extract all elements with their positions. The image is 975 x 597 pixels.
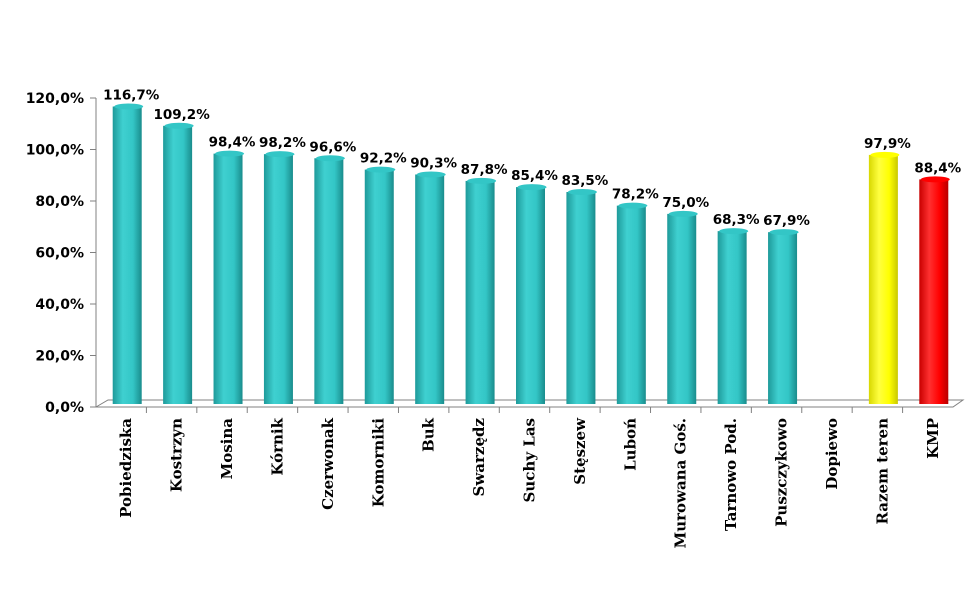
y-tick-label: 80,0% bbox=[35, 194, 84, 210]
x-tick-label: Tarnowo Pod. bbox=[722, 418, 740, 531]
x-tick-label: Swarzędz bbox=[470, 418, 488, 497]
bar-body bbox=[868, 154, 898, 404]
data-label: 98,4% bbox=[209, 135, 256, 151]
bar bbox=[415, 171, 446, 404]
data-label: 96,6% bbox=[309, 139, 356, 155]
bar-top bbox=[315, 155, 345, 162]
bar-top bbox=[567, 188, 597, 195]
bar bbox=[667, 210, 698, 404]
y-tick-label: 0,0% bbox=[45, 400, 84, 416]
x-tick-label: Stęszew bbox=[571, 417, 589, 485]
data-label: 83,5% bbox=[561, 173, 608, 189]
y-tick-label: 100,0% bbox=[26, 143, 84, 159]
x-tick-label: KMP bbox=[924, 418, 942, 459]
data-labels: 116,7% 109,2% 98,4% 98,2% 96,6%92,2% 90,3% 87,… bbox=[103, 87, 962, 229]
bar bbox=[566, 188, 597, 404]
x-tick-label: Mosina bbox=[218, 418, 236, 480]
bar-body bbox=[364, 169, 394, 404]
bar-body bbox=[667, 213, 697, 404]
bar-top bbox=[668, 210, 698, 217]
bar bbox=[213, 150, 245, 404]
bar-top bbox=[215, 150, 245, 157]
data-label: 116,7% bbox=[103, 87, 160, 103]
bar-body bbox=[516, 187, 545, 404]
data-label: 109,2% bbox=[154, 107, 211, 123]
x-tick-label: Suchy Las bbox=[521, 418, 539, 502]
x-tick-label: Luboń bbox=[621, 418, 639, 471]
bar bbox=[112, 103, 144, 404]
bar bbox=[717, 228, 749, 404]
y-tick-label: 120,0% bbox=[26, 91, 84, 107]
x-tick-label: Puszczykowo bbox=[773, 418, 791, 527]
bar bbox=[163, 122, 194, 404]
bar-body bbox=[314, 158, 344, 404]
bar-top bbox=[467, 177, 497, 184]
bar-top bbox=[164, 122, 194, 129]
bar-top bbox=[265, 151, 295, 158]
data-label: 75,0% bbox=[662, 195, 709, 211]
bar-top bbox=[517, 184, 547, 191]
x-axis-labels: Pobiedziska Kostrzyn Mosina Kórnik Czerwonak… bbox=[117, 407, 942, 548]
data-label: 97,9% bbox=[864, 136, 911, 152]
bar bbox=[314, 155, 345, 404]
y-tick-label: 60,0% bbox=[35, 246, 84, 262]
data-label: 78,2% bbox=[612, 187, 659, 203]
x-tick-label: Kórnik bbox=[268, 417, 286, 475]
data-label: 87,8% bbox=[461, 162, 508, 178]
bar bbox=[768, 229, 799, 404]
x-tick-label: Czerwonak bbox=[319, 417, 337, 509]
x-tick-label: Razem teren bbox=[873, 418, 891, 525]
bar-top bbox=[769, 229, 799, 236]
bar-body bbox=[717, 231, 747, 404]
bar-top bbox=[920, 176, 950, 183]
bar bbox=[465, 177, 497, 404]
bars bbox=[112, 103, 950, 404]
bar-body bbox=[919, 179, 949, 404]
bar-body bbox=[415, 174, 445, 404]
x-tick-label: Pobiedziska bbox=[117, 418, 135, 518]
bar-body bbox=[112, 106, 142, 404]
bar bbox=[263, 151, 295, 404]
bar-body bbox=[768, 232, 798, 404]
bar-top bbox=[618, 202, 648, 209]
bar-top bbox=[870, 151, 900, 158]
bar-top bbox=[416, 171, 446, 178]
data-label: 88,4% bbox=[914, 160, 961, 176]
bar bbox=[364, 166, 396, 404]
y-tick-label: 20,0% bbox=[35, 349, 84, 365]
bar bbox=[516, 184, 547, 404]
data-label: 92,2% bbox=[360, 151, 407, 167]
data-label: 68,3% bbox=[713, 212, 760, 228]
bar-body bbox=[163, 125, 193, 404]
x-tick-label: Murowana Goś. bbox=[672, 418, 690, 548]
x-tick-label: Kostrzyn bbox=[168, 418, 186, 492]
bar-top bbox=[114, 103, 144, 110]
data-label: 98,2% bbox=[259, 135, 306, 151]
x-tick-label: Dopiewo bbox=[823, 418, 841, 490]
y-tick-label: 40,0% bbox=[35, 297, 84, 313]
bar-body bbox=[465, 180, 495, 404]
data-label: 67,9% bbox=[763, 213, 810, 229]
y-axis: 0,0% 20,0% 40,0% 60,0% 80,0% 100,0% 120,0% bbox=[26, 91, 96, 416]
bar-body bbox=[213, 153, 243, 404]
x-tick-label: Komorniki bbox=[369, 418, 387, 507]
data-label: 90,3% bbox=[410, 155, 457, 171]
bar bbox=[919, 176, 950, 404]
bar-body bbox=[616, 205, 646, 404]
data-label: 85,4% bbox=[511, 168, 558, 184]
bar-top bbox=[366, 166, 396, 173]
bar-body bbox=[263, 154, 293, 404]
bar-top bbox=[719, 228, 749, 235]
x-tick-label: Buk bbox=[420, 417, 438, 452]
bar-body bbox=[566, 191, 596, 404]
bar bbox=[868, 151, 900, 404]
bar bbox=[616, 202, 648, 404]
